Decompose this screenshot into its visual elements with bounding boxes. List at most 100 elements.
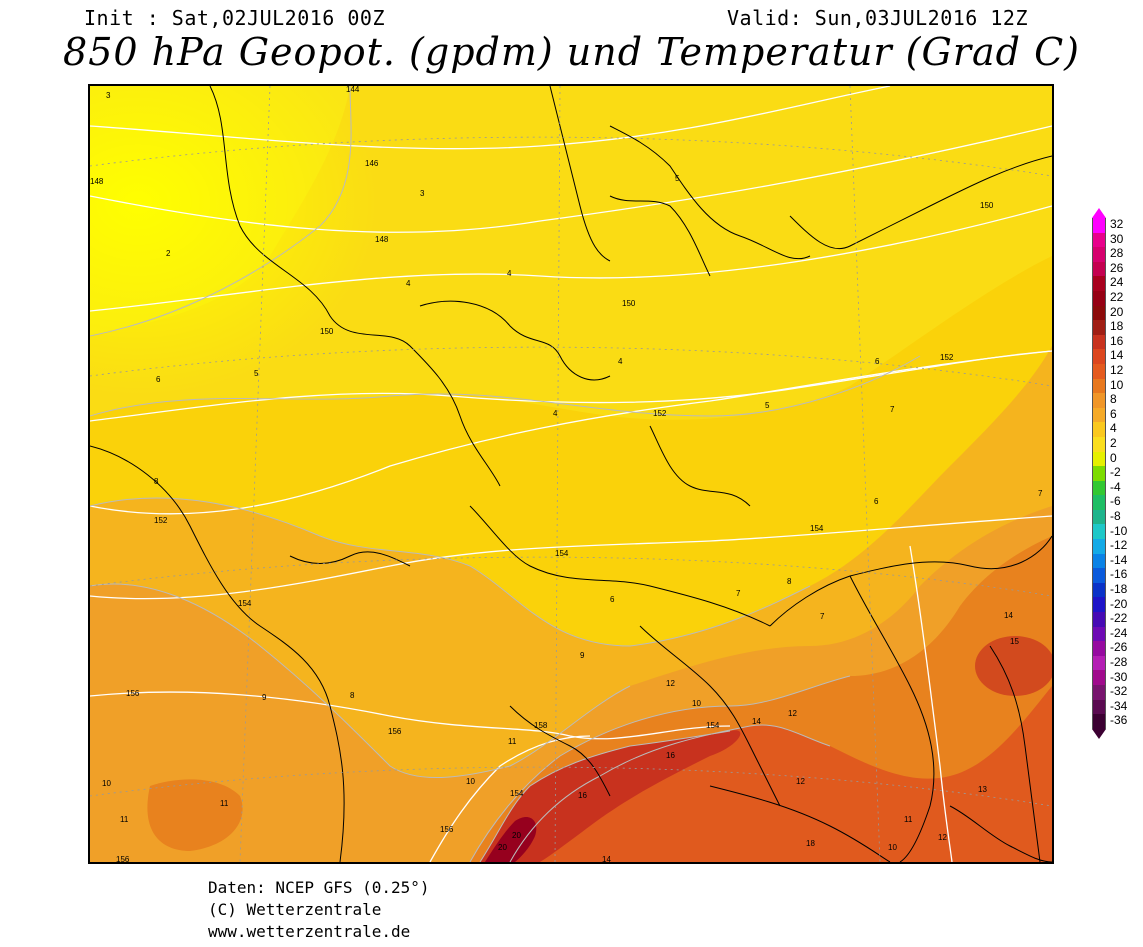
colorbar-label: 0 bbox=[1110, 450, 1117, 465]
colorbar-segment bbox=[1092, 290, 1106, 306]
temp-label: 11 bbox=[220, 799, 229, 808]
geopot-label: 156 bbox=[126, 689, 140, 698]
colorbar-segment bbox=[1092, 670, 1106, 685]
temp-label: 10 bbox=[692, 699, 701, 708]
colorbar-label: 28 bbox=[1110, 246, 1124, 261]
colorbar-label: 20 bbox=[1110, 304, 1124, 319]
geopotential-isolines bbox=[90, 86, 1052, 862]
temp-label: 9 bbox=[262, 693, 267, 702]
colorbar-label: 4 bbox=[1110, 421, 1117, 436]
colorbar-label: -24 bbox=[1110, 625, 1128, 640]
temperature-colorbar bbox=[1092, 208, 1106, 739]
temp-label: 12 bbox=[788, 709, 797, 718]
footer-website[interactable]: www.wetterzentrale.de bbox=[208, 922, 411, 941]
geopot-label: 150 bbox=[622, 299, 636, 308]
temp-label: 16 bbox=[666, 751, 675, 760]
colorbar-segment bbox=[1092, 349, 1106, 364]
colorbar-label: 32 bbox=[1110, 217, 1124, 231]
colorbar-segment bbox=[1092, 261, 1106, 277]
temp-label: 10 bbox=[888, 843, 897, 852]
temp-label: 12 bbox=[666, 679, 675, 688]
colorbar-label: -10 bbox=[1110, 523, 1128, 538]
temp-label: 2 bbox=[166, 249, 171, 258]
temp-label: 20 bbox=[498, 843, 507, 852]
temp-label: 8 bbox=[154, 477, 159, 486]
colorbar-label: 16 bbox=[1110, 333, 1124, 348]
temp-label: 8 bbox=[350, 691, 355, 700]
colorbar-label: -18 bbox=[1110, 582, 1128, 596]
temp-field-16-18 bbox=[480, 730, 741, 862]
temp-pocket-west bbox=[147, 779, 243, 851]
colorbar-label: 18 bbox=[1110, 319, 1124, 334]
temp-field-12-14 bbox=[510, 686, 1052, 862]
colorbar-segment bbox=[1092, 699, 1106, 715]
geopot-label: 154 bbox=[706, 721, 720, 730]
colorbar-segment bbox=[1092, 714, 1106, 729]
geopot-label: 144 bbox=[346, 86, 360, 94]
temp-label: 7 bbox=[820, 612, 825, 621]
geopot-label: 150 bbox=[980, 201, 994, 210]
temp-label: 5 bbox=[765, 401, 770, 410]
colorbar-label: -2 bbox=[1110, 465, 1121, 480]
temp-label: 16 bbox=[578, 791, 587, 800]
geopot-label: 152 bbox=[653, 409, 667, 418]
colorbar-label: -22 bbox=[1110, 611, 1128, 626]
colorbar-label: 14 bbox=[1110, 348, 1124, 363]
colorbar-label: -8 bbox=[1110, 509, 1121, 523]
temp-label: 7 bbox=[890, 405, 895, 414]
temp-pocket-east bbox=[975, 636, 1052, 696]
colorbar-segment bbox=[1092, 655, 1106, 671]
colorbar-segment bbox=[1092, 612, 1106, 627]
geopot-label: 148 bbox=[90, 177, 104, 186]
geopot-label: 154 bbox=[810, 524, 824, 533]
geopot-label: 158 bbox=[534, 721, 548, 730]
map-title: 850 hPa Geopot. (gpdm) und Temperatur (G… bbox=[63, 30, 1080, 74]
geopot-label: 154 bbox=[238, 599, 252, 608]
valid-time: Valid: Sun,03JUL2016 12Z bbox=[727, 6, 1028, 30]
temp-label: 18 bbox=[806, 839, 815, 848]
geopot-label: 152 bbox=[940, 353, 954, 362]
footer-copyright: (C) Wetterzentrale bbox=[208, 900, 382, 919]
temp-label: 6 bbox=[874, 497, 879, 506]
temp-label: 12 bbox=[938, 833, 947, 842]
temp-label: 3 bbox=[420, 189, 425, 198]
colorbar-segment bbox=[1092, 393, 1106, 408]
temperature-label-group: 3 2 3 4 4 4 4 5 5 5 6 6 6 6 7 7 7 7 8 8 … bbox=[102, 91, 1043, 862]
temp-label: 4 bbox=[553, 409, 558, 418]
geopotential-label-group: 144 146 148 148 150 150 150 152 152 152 … bbox=[90, 86, 994, 862]
geopot-label: 156 bbox=[388, 727, 402, 736]
colorbar-segment bbox=[1092, 407, 1106, 423]
colorbar-label: 26 bbox=[1110, 260, 1124, 275]
colorbar-label: -12 bbox=[1110, 538, 1128, 553]
weather-map: 144 146 148 148 150 150 150 152 152 152 … bbox=[88, 84, 1054, 864]
colorbar-label: 22 bbox=[1110, 290, 1124, 304]
geopot-label: 154 bbox=[510, 789, 524, 798]
temp-field-20-22 bbox=[485, 816, 537, 862]
colorbar-segment bbox=[1092, 466, 1106, 481]
temp-label: 5 bbox=[675, 174, 680, 183]
colorbar-segment bbox=[1092, 276, 1106, 291]
colorbar-segment bbox=[1092, 524, 1106, 540]
temp-label: 4 bbox=[406, 279, 411, 288]
colorbar-segment bbox=[1092, 422, 1106, 437]
temp-label: 13 bbox=[978, 785, 987, 794]
colorbar-label: -16 bbox=[1110, 567, 1128, 582]
colorbar-label: 2 bbox=[1110, 436, 1117, 450]
colorbar-segment bbox=[1092, 436, 1106, 452]
colorbar-segment bbox=[1092, 480, 1106, 496]
geopot-label: 156 bbox=[440, 825, 454, 834]
temp-label: 14 bbox=[1004, 611, 1013, 620]
temp-label: 14 bbox=[602, 855, 611, 862]
colorbar-segments bbox=[1092, 218, 1106, 729]
temp-label: 11 bbox=[508, 737, 517, 746]
temp-label: 14 bbox=[752, 717, 761, 726]
temp-label: 6 bbox=[875, 357, 880, 366]
temp-label: 10 bbox=[466, 777, 475, 786]
colorbar-segment bbox=[1092, 305, 1106, 321]
colorbar-label: 30 bbox=[1110, 231, 1124, 246]
colorbar-label: -30 bbox=[1110, 669, 1128, 684]
colorbar-segment bbox=[1092, 626, 1106, 642]
temp-label: 7 bbox=[736, 589, 741, 598]
colorbar-label: -4 bbox=[1110, 479, 1121, 494]
colorbar-segment bbox=[1092, 495, 1106, 510]
